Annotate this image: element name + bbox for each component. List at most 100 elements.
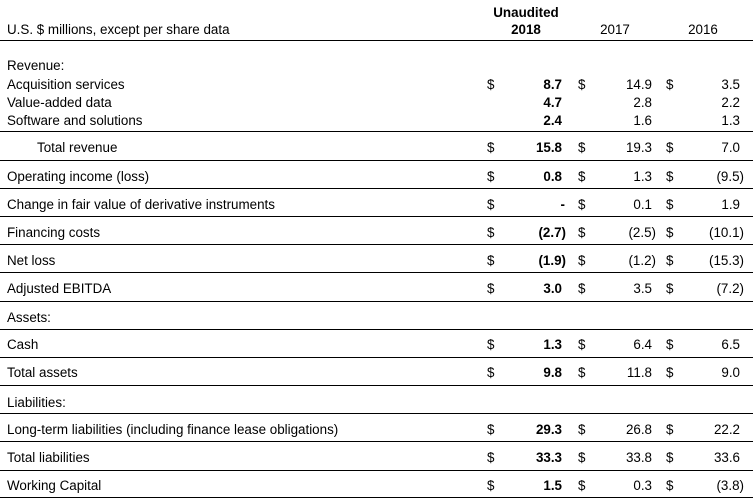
value-2018: (1.9) — [538, 253, 566, 268]
value-2018: 2.4 — [543, 113, 562, 128]
dollar-sign: $ — [578, 478, 586, 493]
value-2016: 1.9 — [721, 197, 740, 212]
value-2018: 33.3 — [535, 450, 562, 465]
row-label: Change in fair value of derivative instr… — [7, 197, 275, 212]
dollar-sign: $ — [666, 365, 674, 380]
value-2018: 1.5 — [543, 478, 562, 493]
dollar-sign: $ — [578, 337, 586, 352]
value-2018: 9.8 — [543, 365, 562, 380]
row-rule — [0, 272, 753, 273]
value-2018: 0.8 — [543, 169, 562, 184]
value-2016: 9.0 — [721, 365, 740, 380]
value-2017: (1.2) — [628, 253, 656, 268]
value-2017: 0.1 — [633, 197, 652, 212]
row-rule — [0, 188, 753, 189]
dollar-sign: $ — [578, 450, 586, 465]
dollar-sign: $ — [487, 77, 495, 92]
dollar-sign: $ — [487, 450, 495, 465]
dollar-sign: $ — [487, 365, 495, 380]
value-2016: 7.0 — [721, 140, 740, 155]
row-label: Total revenue — [37, 140, 118, 155]
dollar-sign: $ — [487, 281, 495, 296]
dollar-sign: $ — [578, 169, 586, 184]
value-2017: 2.8 — [633, 95, 652, 110]
dollar-sign: $ — [487, 169, 495, 184]
value-2018: (2.7) — [538, 225, 566, 240]
dollar-sign: $ — [487, 478, 495, 493]
value-2017: 33.8 — [625, 450, 652, 465]
dollar-sign: $ — [578, 225, 586, 240]
row-label: Working Capital — [7, 478, 102, 493]
units-label: U.S. $ millions, except per share data — [7, 22, 230, 37]
value-2017: 0.3 — [633, 478, 652, 493]
row-rule — [0, 160, 753, 161]
dollar-sign: $ — [666, 197, 674, 212]
value-2016: 33.6 — [713, 450, 740, 465]
dollar-sign: $ — [666, 281, 674, 296]
value-2017: 19.3 — [625, 140, 652, 155]
row-rule — [0, 413, 753, 414]
dollar-sign: $ — [578, 365, 586, 380]
row-label: Operating income (loss) — [7, 169, 150, 184]
row-label: Adjusted EBITDA — [7, 281, 112, 296]
dollar-sign: $ — [666, 478, 674, 493]
row-label: Total assets — [7, 365, 78, 380]
dollar-sign: $ — [487, 337, 495, 352]
unaudited-header: Unaudited — [493, 5, 559, 20]
dollar-sign: $ — [666, 422, 674, 437]
value-2018: 3.0 — [543, 281, 562, 296]
value-2016: (3.8) — [716, 478, 744, 493]
dollar-sign: $ — [578, 140, 586, 155]
dollar-sign: $ — [578, 422, 586, 437]
dollar-sign: $ — [578, 253, 586, 268]
dollar-sign: $ — [487, 422, 495, 437]
dollar-sign: $ — [666, 77, 674, 92]
dollar-sign: $ — [666, 450, 674, 465]
value-2017: 1.3 — [633, 169, 652, 184]
row-rule — [0, 385, 753, 386]
row-rule — [0, 301, 753, 302]
row-label: Total liabilities — [7, 450, 90, 465]
value-2018: - — [560, 197, 565, 212]
value-2016: 3.5 — [721, 77, 740, 92]
dollar-sign: $ — [578, 197, 586, 212]
dollar-sign: $ — [487, 197, 495, 212]
value-2017: 11.8 — [626, 365, 652, 380]
year-2017-header: 2017 — [600, 22, 630, 37]
value-2016: 6.5 — [721, 337, 740, 352]
row-label: Software and solutions — [7, 113, 143, 128]
row-label: Long-term liabilities (including finance… — [7, 422, 339, 437]
value-2016: 1.3 — [721, 113, 740, 128]
value-2016: (7.2) — [716, 281, 744, 296]
dollar-sign: $ — [578, 77, 586, 92]
value-2017: (2.5) — [628, 225, 656, 240]
dollar-sign: $ — [666, 140, 674, 155]
value-2017: 3.5 — [633, 281, 652, 296]
value-2017: 1.6 — [633, 113, 652, 128]
dollar-sign: $ — [666, 337, 674, 352]
value-2016: (10.1) — [709, 225, 744, 240]
dollar-sign: $ — [487, 253, 495, 268]
dollar-sign: $ — [666, 225, 674, 240]
year-2018-header: 2018 — [511, 22, 541, 37]
dollar-sign: $ — [487, 140, 495, 155]
row-label: Cash — [7, 337, 39, 352]
value-2017: 26.8 — [625, 422, 652, 437]
value-2018: 29.3 — [535, 422, 562, 437]
value-2017: 14.9 — [625, 77, 652, 92]
row-label: Financing costs — [7, 225, 101, 240]
header-rule — [0, 40, 753, 41]
section-revenue: Revenue: — [7, 58, 65, 73]
value-2018: 4.7 — [543, 95, 562, 110]
dollar-sign: $ — [487, 225, 495, 240]
value-2016: (9.5) — [716, 169, 744, 184]
value-2018: 8.7 — [543, 77, 562, 92]
dollar-sign: $ — [578, 281, 586, 296]
year-2016-header: 2016 — [688, 22, 718, 37]
value-2018: 1.3 — [543, 337, 562, 352]
row-rule — [0, 470, 753, 471]
dollar-sign: $ — [666, 169, 674, 184]
row-label: Acquisition services — [7, 77, 125, 92]
section-liabilities: Liabilities: — [7, 395, 66, 410]
row-rule — [0, 357, 753, 358]
